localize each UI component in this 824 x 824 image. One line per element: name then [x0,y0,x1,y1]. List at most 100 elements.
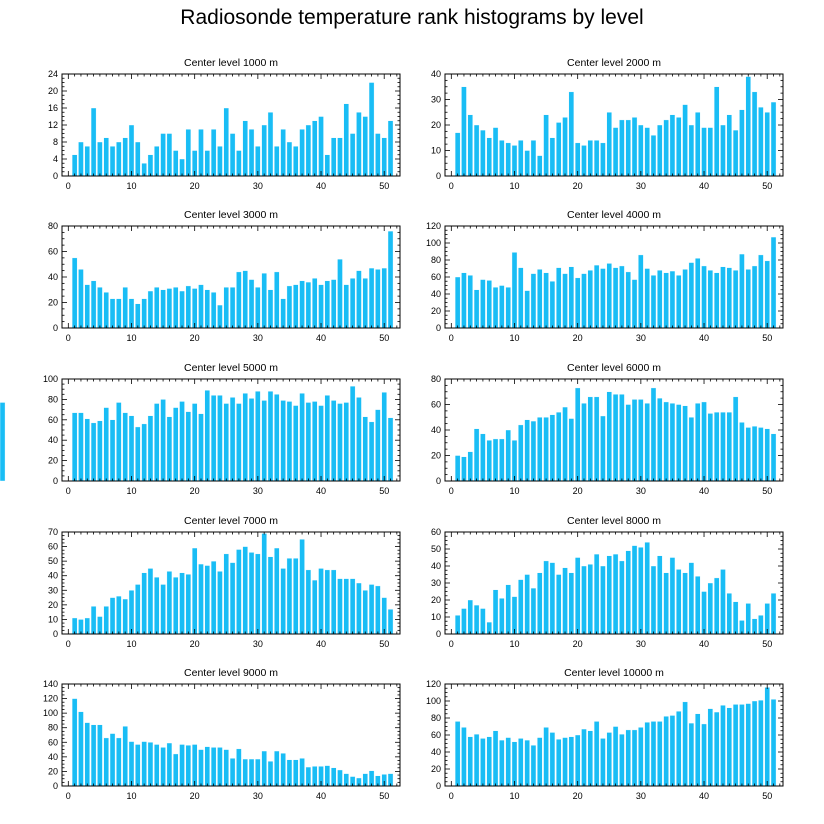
histogram-bar [116,737,122,787]
histogram-bar [166,288,173,329]
histogram-bar [612,726,619,787]
histogram-bar [103,407,109,482]
y-tick-label: 8 [53,137,58,147]
histogram-bar [631,729,638,787]
histogram-bar [707,270,714,329]
histogram-bar [745,269,751,329]
histogram-bar [644,722,650,787]
histogram-bar [701,401,707,482]
histogram-bar [198,563,204,635]
histogram-bar [185,411,192,482]
histogram-bar [625,271,631,329]
histogram-bar [537,155,543,177]
histogram-bar [480,129,486,177]
histogram-bar [97,141,103,177]
histogram-bar [606,391,612,482]
x-tick-label: 40 [316,181,326,191]
histogram-bar [511,440,518,482]
histogram-bar [318,568,324,635]
histogram-bar [223,403,229,482]
histogram-bar [499,285,505,329]
histogram-bar [555,574,562,635]
y-tick-label: 60 [48,247,58,257]
histogram-bar [337,258,343,329]
histogram-bar [581,565,587,635]
y-tick-label: 140 [43,679,58,689]
histogram-bar [770,236,777,329]
x-tick-label: 30 [253,181,263,191]
histogram-bar [185,745,192,787]
histogram-bar [707,708,714,787]
histogram-panel: Center level 3000 m 0 10 20 30 40 50 0 20 40 60 80 [48,209,401,343]
histogram-bar [701,265,707,329]
histogram-bar [587,564,594,635]
histogram-bar [713,411,720,482]
histogram-bar [179,158,185,177]
histogram-bar [204,565,211,635]
histogram-bar [223,287,229,329]
histogram-bar [135,426,141,482]
histogram-bar [210,747,217,787]
histogram-bar [248,279,255,329]
histogram-bar [128,124,135,177]
histogram-bar [267,391,274,482]
histogram-bar [204,390,211,482]
histogram-bar [537,572,543,635]
histogram-bar [160,584,166,635]
y-tick-label: 40 [48,435,58,445]
histogram-bar [676,569,682,635]
histogram-bar [210,292,217,329]
histogram-bar [530,140,537,177]
y-tick-label: 24 [48,69,58,79]
histogram-bar [154,146,160,177]
histogram-bar [248,129,255,177]
histogram-bar [600,268,606,329]
histogram-bar [574,557,581,635]
histogram-bar [657,124,663,177]
histogram-bar [612,267,619,329]
chart-main-title: Radiosonde temperature rank histograms b… [180,6,644,29]
histogram-bar [638,727,644,787]
histogram-bar [248,758,255,787]
histogram-bar [461,86,467,177]
histogram-bar [701,723,707,787]
histogram-bar [688,562,695,635]
histogram-bar [103,137,109,177]
x-tick-label: 10 [509,639,519,649]
histogram-bar [274,146,280,177]
histogram-bar [84,284,90,329]
histogram-bar [362,590,368,635]
histogram-bar [574,277,581,329]
histogram-bar [524,419,530,482]
histogram-bar [707,413,714,482]
histogram-bar [147,154,154,177]
histogram-bar [758,615,764,635]
y-tick-label: 0 [53,781,58,791]
histogram-bar [505,287,511,329]
histogram-bar [375,585,381,635]
x-tick-label: 10 [509,333,519,343]
histogram-bar [229,758,236,787]
histogram-bar [751,91,758,177]
histogram-bar [505,429,511,482]
histogram-bar [337,137,343,177]
x-tick-label: 0 [66,791,71,801]
histogram-bar [368,82,375,177]
histogram-bar [764,112,770,177]
histogram-bar [78,141,84,177]
histogram-bar [229,133,236,177]
histogram-bar [486,137,492,177]
histogram-bar [764,260,770,329]
histogram-bar [726,593,733,635]
histogram-bar [267,761,274,787]
x-tick-label: 50 [762,639,772,649]
histogram-bar [518,579,524,635]
histogram-bar [720,124,726,177]
histogram-bar [745,427,751,482]
histogram-panel: Center level 10000 m 0 10 20 30 40 50 0 20 40 60 80… [426,667,784,801]
histogram-bar [543,272,549,329]
x-tick-label: 50 [379,333,389,343]
histogram-bar [109,298,116,329]
histogram-bar [454,615,461,635]
histogram-bar [726,267,733,329]
